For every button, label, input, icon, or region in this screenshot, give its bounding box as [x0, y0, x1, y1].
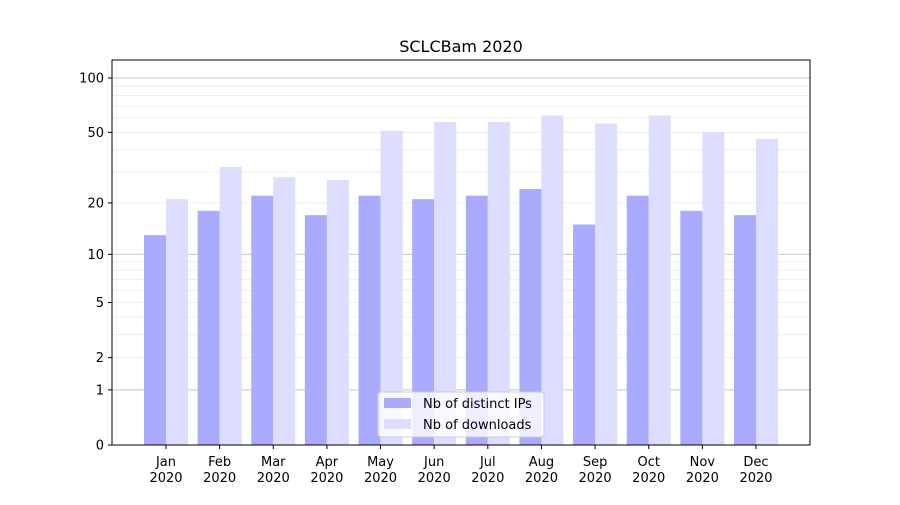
x-tick-label-month: Feb: [208, 455, 231, 470]
legend-label: Nb of downloads: [423, 418, 532, 433]
bar-downloads: [756, 138, 778, 445]
bar-distinct-ips: [412, 199, 435, 445]
bar-downloads: [541, 115, 564, 445]
bar-distinct-ips: [734, 215, 756, 445]
x-tick-label-month: Mar: [261, 455, 286, 470]
x-tick-label-year: 2020: [525, 471, 558, 486]
plot-frame: [111, 59, 811, 446]
bar-downloads: [702, 132, 725, 446]
x-tick-label-month: Apr: [316, 455, 339, 470]
legend-swatch: [384, 419, 411, 429]
bar-distinct-ips: [680, 210, 703, 445]
x-tick-label-year: 2020: [203, 471, 236, 486]
x-tick-label-year: 2020: [579, 471, 612, 486]
x-tick-label-year: 2020: [310, 471, 343, 486]
bar-distinct-ips: [144, 235, 166, 445]
legend-swatch: [384, 398, 411, 408]
y-tick-label: 5: [96, 296, 104, 311]
bar-downloads: [380, 130, 403, 445]
x-tick-label-month: Jan: [155, 455, 176, 470]
bar-distinct-ips: [197, 210, 220, 445]
bar-downloads: [166, 199, 188, 445]
chart-title: SCLCBam 2020: [399, 37, 523, 56]
x-tick-label-month: May: [367, 455, 394, 470]
x-tick-label-month: Dec: [743, 455, 768, 470]
x-tick-label-month: Jul: [479, 455, 496, 470]
legend-label: Nb of distinct IPs: [423, 397, 532, 412]
x-tick-label-year: 2020: [632, 471, 665, 486]
x-tick-label-year: 2020: [149, 471, 182, 486]
bar-distinct-ips: [519, 189, 542, 445]
y-tick-label: 10: [87, 248, 104, 263]
x-tick-label-year: 2020: [739, 471, 772, 486]
y-tick-label: 1: [96, 383, 104, 398]
x-tick-label-year: 2020: [471, 471, 504, 486]
y-tick-label: 0: [96, 439, 104, 454]
y-tick-label: 50: [87, 126, 104, 141]
bar-downloads: [434, 122, 457, 445]
x-tick-label-year: 2020: [686, 471, 719, 486]
bar-distinct-ips: [358, 195, 381, 445]
x-tick-label-month: Oct: [637, 455, 659, 470]
bar-downloads: [219, 166, 242, 445]
legend-box: [377, 391, 545, 438]
x-tick-label-year: 2020: [418, 471, 451, 486]
bar-downloads: [595, 123, 618, 446]
bar-distinct-ips: [573, 224, 596, 445]
bar-distinct-ips: [626, 195, 649, 445]
bar-distinct-ips: [251, 195, 274, 445]
x-tick-label-month: Aug: [529, 455, 554, 470]
bar-downloads: [648, 115, 671, 445]
x-tick-label-month: Nov: [690, 455, 716, 470]
bar-downloads: [273, 177, 296, 446]
y-tick-label: 20: [87, 196, 104, 211]
bar-downloads: [326, 180, 349, 445]
x-tick-label-month: Jun: [423, 455, 444, 470]
x-tick-label-year: 2020: [257, 471, 290, 486]
x-tick-label-month: Sep: [583, 455, 608, 470]
y-tick-label: 2: [96, 351, 104, 366]
y-tick-label: 100: [79, 72, 104, 87]
x-tick-label-year: 2020: [364, 471, 397, 486]
bar-distinct-ips: [465, 195, 488, 445]
bar-distinct-ips: [304, 215, 327, 445]
bar-downloads: [487, 122, 510, 445]
